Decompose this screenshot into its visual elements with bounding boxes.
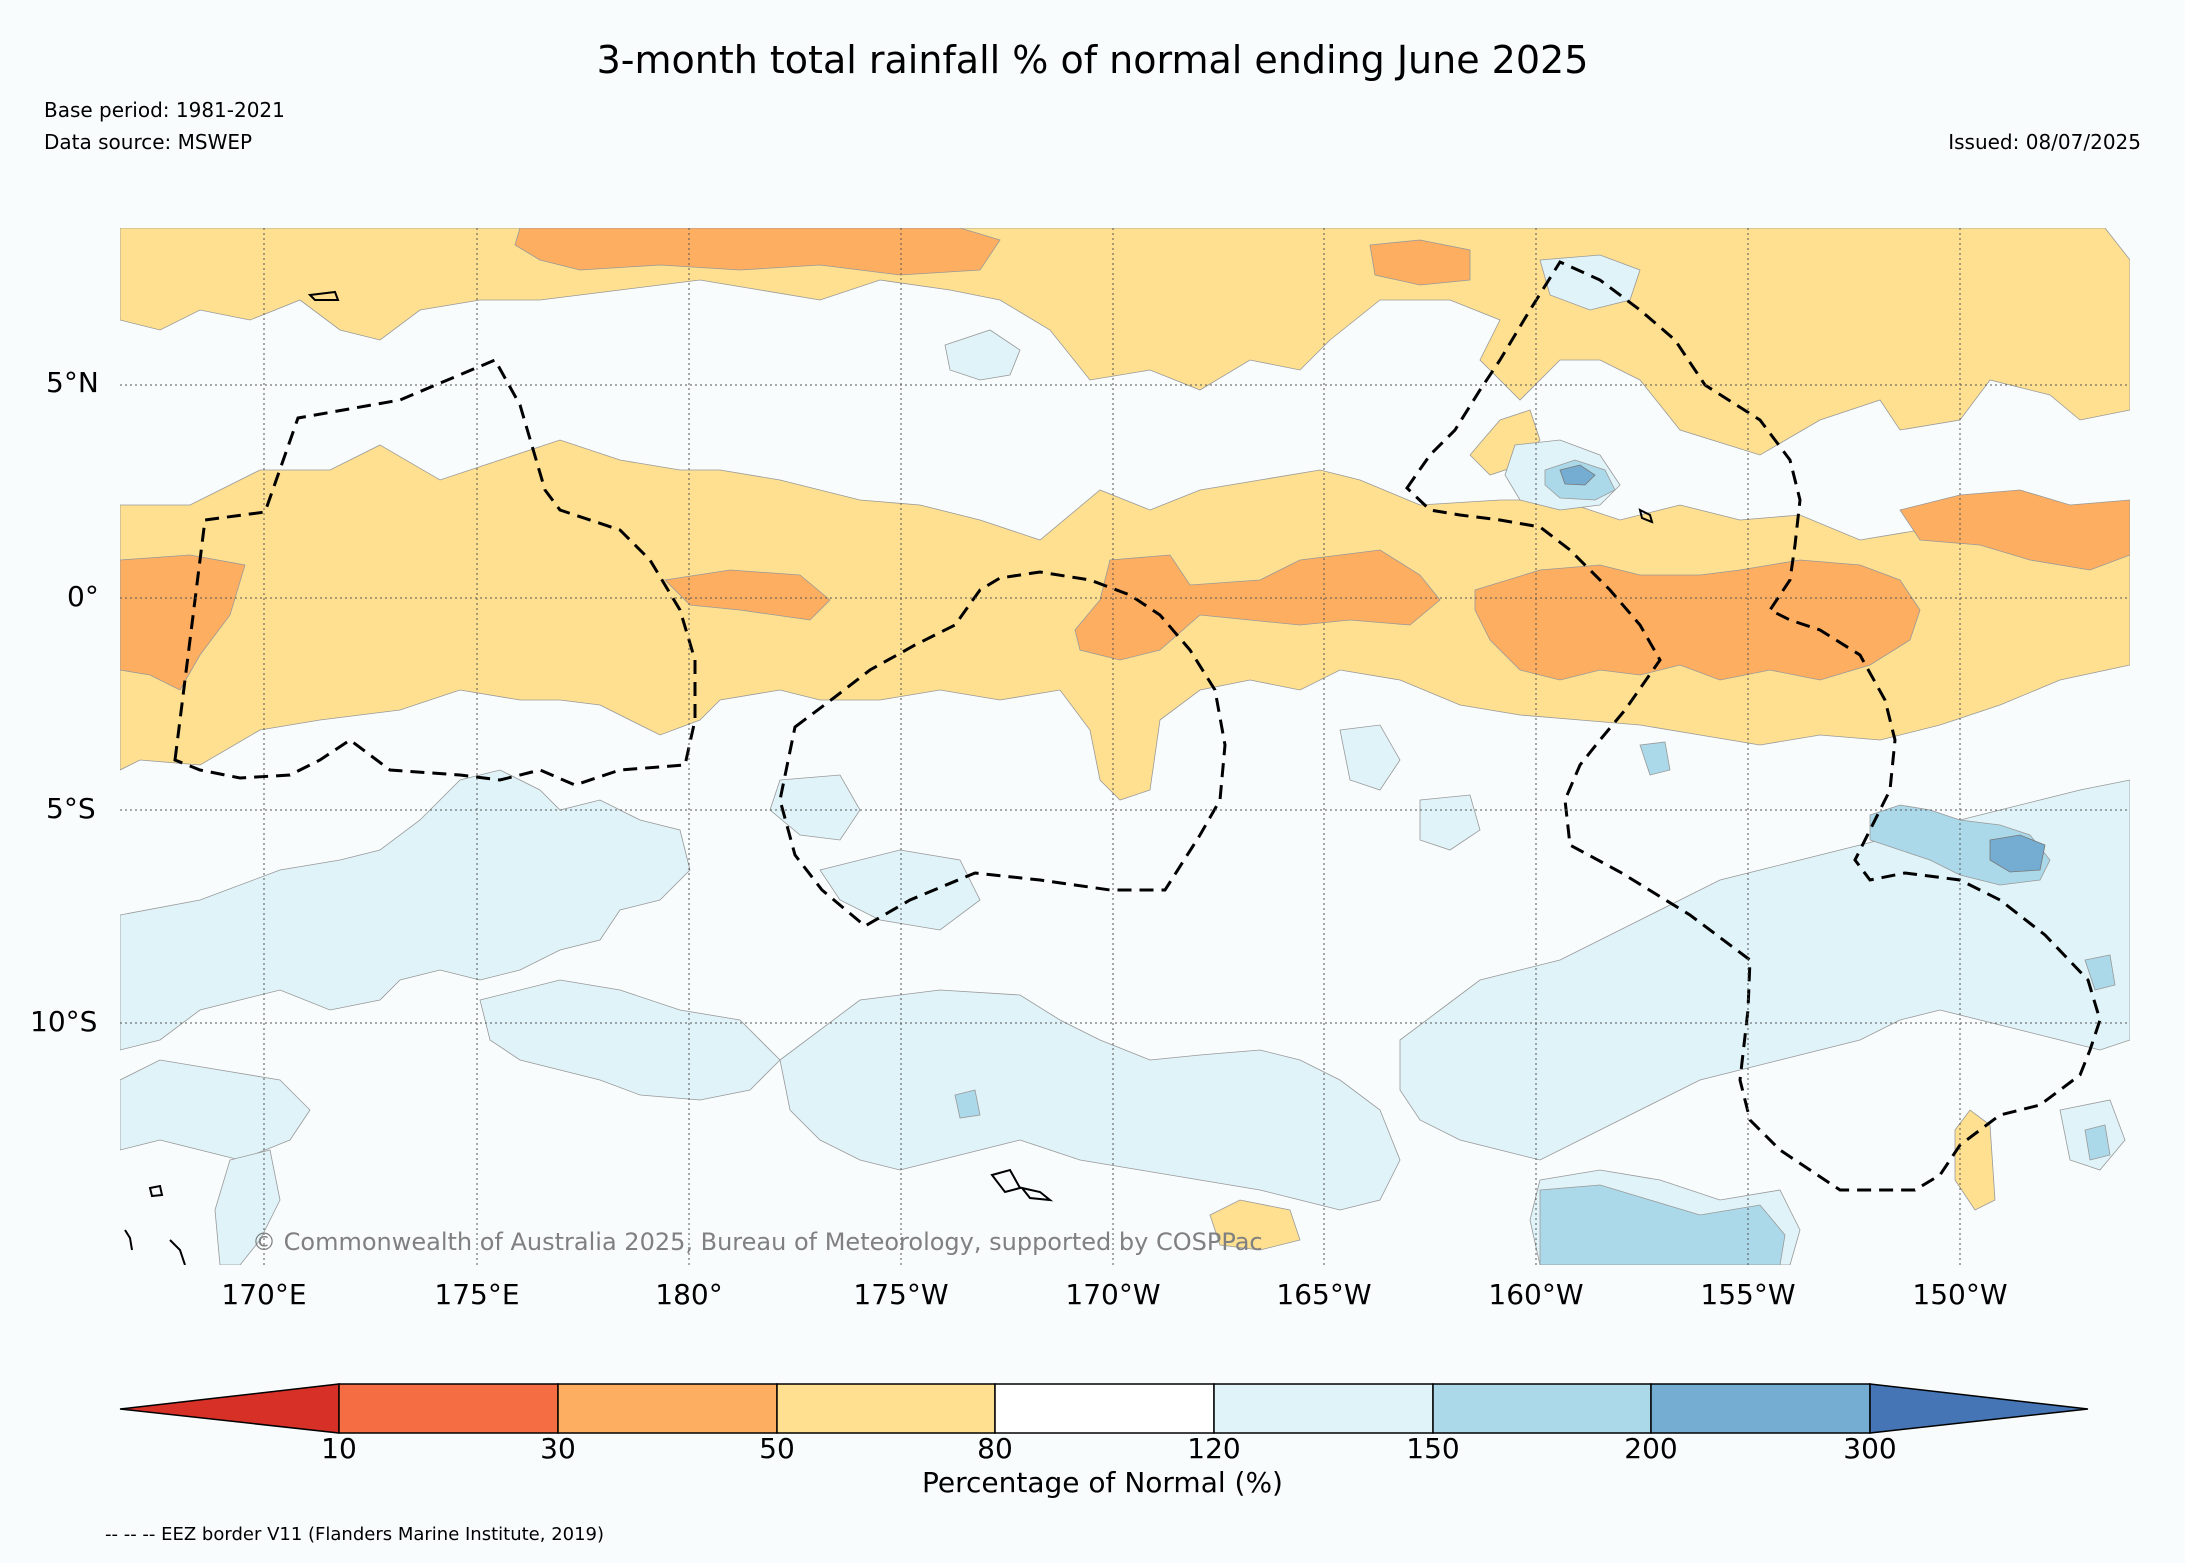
graticule: [120, 228, 2130, 1265]
lon-label-175w: 175°W: [853, 1278, 949, 1311]
colorbar-segment: [994, 1383, 1215, 1434]
colorbar-tick: 200: [1624, 1432, 1678, 1465]
lon-label-160w: 160°W: [1488, 1278, 1584, 1311]
colorbar-segment: [1650, 1383, 1871, 1434]
lon-label-180: 180°: [655, 1278, 723, 1311]
colorbar-segment: [338, 1383, 559, 1434]
lat-label-5s: 5°S: [46, 792, 96, 825]
colorbar-tick: 80: [977, 1432, 1013, 1465]
lon-label-170w: 170°W: [1065, 1278, 1161, 1311]
colorbar-tick: 120: [1187, 1432, 1241, 1465]
lon-label-165w: 165°W: [1276, 1278, 1372, 1311]
colorbar-tick: 10: [321, 1432, 357, 1465]
copyright-notice: © Commonwealth of Australia 2025, Bureau…: [252, 1228, 1263, 1256]
lat-label-10s: 10°S: [30, 1005, 98, 1038]
colorbar-tick: 150: [1406, 1432, 1460, 1465]
base-period: Base period: 1981-2021: [44, 98, 285, 122]
band-200-300: [1559, 464, 2046, 873]
colorbar-segment: [1432, 1383, 1652, 1434]
rainfall-fields: [120, 228, 2130, 1265]
issued-date: Issued: 08/07/2025: [1948, 130, 2141, 154]
band-30-50: [120, 228, 2130, 691]
colorbar-under-arrow: [119, 1383, 340, 1434]
colorbar-segment: [557, 1383, 778, 1434]
lon-label-150w: 150°W: [1912, 1278, 2008, 1311]
lon-label-170e: 170°E: [221, 1278, 307, 1311]
colorbar-segment: [776, 1383, 996, 1434]
colorbar-tick: 50: [759, 1432, 795, 1465]
colorbar-tick: 30: [540, 1432, 576, 1465]
lon-label-175e: 175°E: [434, 1278, 520, 1311]
page-title: 3-month total rainfall % of normal endin…: [596, 38, 1589, 82]
colorbar-segment: [1213, 1383, 1434, 1434]
colorbar-over-arrow: [1869, 1383, 2089, 1434]
lon-label-155w: 155°W: [1700, 1278, 1796, 1311]
islands: [124, 290, 1654, 1265]
data-source: Data source: MSWEP: [44, 130, 253, 154]
eez-legend-note: -- -- -- EEZ border V11 (Flanders Marine…: [105, 1524, 605, 1545]
colorbar-tick: 300: [1843, 1432, 1897, 1465]
colorbar: [119, 1383, 2089, 1434]
lat-label-5n: 5°N: [46, 366, 99, 399]
colorbar-label: Percentage of Normal (%): [922, 1466, 1283, 1499]
lat-label-0: 0°: [67, 580, 99, 613]
